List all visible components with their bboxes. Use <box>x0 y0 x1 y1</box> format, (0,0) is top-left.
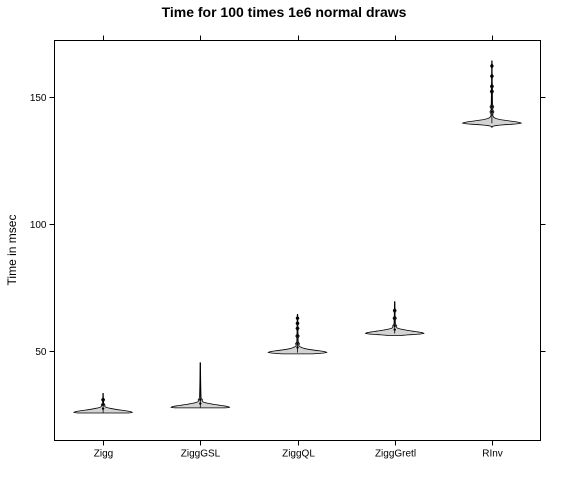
plot-panel <box>54 40 541 441</box>
violin-outlier-RInv-2 <box>490 90 494 93</box>
violin-outlier-RInv-1 <box>490 105 494 108</box>
violin-outlier-Zigg-2 <box>101 398 105 401</box>
violin-outlier-Zigg-0 <box>101 407 105 410</box>
y-axis-ticks: 50 100 150 <box>30 93 546 358</box>
y-tick-label-100: 100 <box>30 220 47 231</box>
x-tick-label-Zigg: Zigg <box>94 449 113 460</box>
violin-outlier-ZiggQL-5 <box>296 317 299 320</box>
violins <box>73 60 523 414</box>
x-tick-label-RInv: RInv <box>482 449 503 460</box>
y-axis-label: Time in msec <box>5 215 19 286</box>
violin-outlier-ZiggGretl-1 <box>393 324 396 328</box>
y-tick-label-150: 150 <box>30 93 47 104</box>
violin-outlier-ZiggGSL-1 <box>199 398 202 401</box>
violin-outlier-ZiggGSL-0 <box>199 402 202 405</box>
violin-outlier-ZiggQL-2 <box>296 334 299 338</box>
violin-outlier-RInv-3 <box>490 85 494 88</box>
x-tick-label-ZiggGretl: ZiggGretl <box>375 449 416 460</box>
violin-outlier-ZiggGretl-2 <box>393 317 396 320</box>
x-tick-label-ZiggQL: ZiggQL <box>282 449 315 460</box>
chart-title: Time for 100 times 1e6 normal draws <box>162 4 407 20</box>
violin-outlier-ZiggQL-0 <box>296 346 299 349</box>
violin-outlier-ZiggQL-3 <box>296 327 299 330</box>
violin-outlier-Zigg-1 <box>101 403 105 407</box>
y-tick-label-50: 50 <box>35 347 47 358</box>
violin-outlier-ZiggGretl-3 <box>393 309 396 312</box>
x-axis-ticks: Zigg ZiggGSL ZiggQL ZiggGretl RInv <box>94 35 503 460</box>
violin-outlier-RInv-5 <box>490 64 494 68</box>
violin-outlier-RInv-4 <box>490 74 494 78</box>
x-tick-label-ZiggGSL: ZiggGSL <box>181 449 221 460</box>
violin-outlier-ZiggGretl-0 <box>393 328 396 331</box>
violin-outlier-ZiggQL-4 <box>296 322 299 325</box>
violin-outlier-ZiggQL-1 <box>296 342 299 345</box>
violin-outlier-RInv-0 <box>490 110 494 114</box>
